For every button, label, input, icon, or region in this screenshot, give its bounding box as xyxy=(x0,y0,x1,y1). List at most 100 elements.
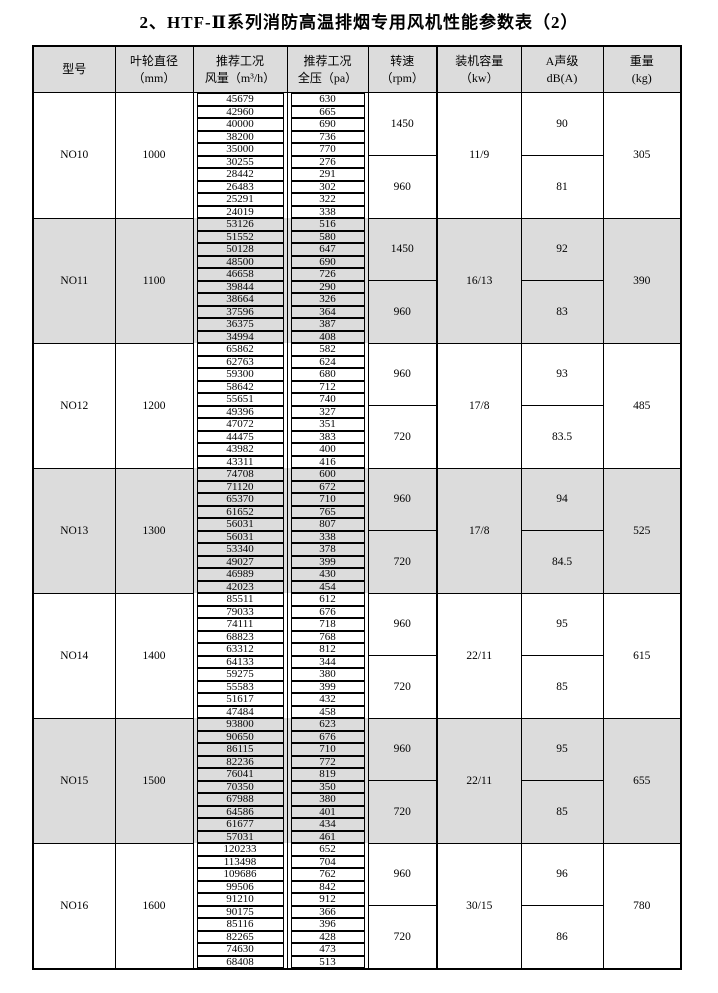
table-row: 57031 461 xyxy=(33,830,681,843)
header-text: 全压（pa） xyxy=(297,70,358,85)
table-row: 53340 378 xyxy=(33,543,681,556)
performance-table: 型号 叶轮直径 （mm） 推荐工况 风量（m³/h） 推荐工况 全压（pa） 转… xyxy=(32,45,682,970)
table-row: 56031 807 xyxy=(33,518,681,531)
flow-cell-value: 74708 xyxy=(196,468,284,481)
flow-cell-value: 43982 xyxy=(196,443,284,456)
flow-cell: 65370 xyxy=(192,493,288,506)
pressure-cell-value: 912 xyxy=(290,893,365,906)
flow-cell: 59300 xyxy=(192,368,288,381)
flow-cell: 48500 xyxy=(192,255,288,268)
table-row: 59275 380 xyxy=(33,668,681,681)
table-row: 82236 772 xyxy=(33,755,681,768)
speed-cell: 960 xyxy=(367,342,438,406)
flow-cell-value: 74630 xyxy=(196,943,284,956)
pressure-cell: 473 xyxy=(286,943,369,956)
pressure-cell-value: 765 xyxy=(290,505,365,518)
flow-cell: 43311 xyxy=(192,455,288,468)
flow-cell-value: 53340 xyxy=(196,543,284,556)
pressure-cell-value: 327 xyxy=(290,405,365,418)
pressure-cell: 676 xyxy=(286,605,369,618)
sound-level-cell: 83 xyxy=(520,280,604,344)
page-title: 2、HTF-Ⅱ系列消防高温排烟专用风机性能参数表（2） xyxy=(139,13,579,32)
table-row: 38200 736 xyxy=(33,130,681,143)
pressure-cell-value: 768 xyxy=(290,630,365,643)
flow-cell-value: 51552 xyxy=(196,230,284,243)
flow-cell-value: 62763 xyxy=(196,355,284,368)
capacity-cell: 17/8 xyxy=(436,467,522,594)
pressure-cell-value: 387 xyxy=(290,318,365,331)
table-row: 59300 680 xyxy=(33,368,681,381)
flow-cell-value: 51617 xyxy=(196,693,284,706)
pressure-cell: 513 xyxy=(286,955,369,969)
pressure-cell: 364 xyxy=(286,305,369,318)
flow-cell: 47072 xyxy=(192,418,288,431)
col-header-model: 型号 xyxy=(32,45,116,93)
flow-cell: 50128 xyxy=(192,243,288,256)
flow-cell-value: 85511 xyxy=(196,593,284,606)
sound-level-cell: 83.5 xyxy=(520,405,604,469)
pressure-cell-value: 770 xyxy=(290,143,365,156)
pressure-cell: 399 xyxy=(286,680,369,693)
pressure-cell-value: 690 xyxy=(290,118,365,131)
table-row: 43311 416 xyxy=(33,455,681,468)
pressure-cell: 772 xyxy=(286,755,369,768)
flow-cell: 76041 xyxy=(192,768,288,781)
table-row: 68823 768 xyxy=(33,630,681,643)
pressure-cell-value: 623 xyxy=(290,718,365,731)
flow-cell-value: 82265 xyxy=(196,930,284,943)
flow-cell-value: 61677 xyxy=(196,818,284,831)
pressure-cell: 704 xyxy=(286,855,369,868)
flow-cell: 67988 xyxy=(192,793,288,806)
flow-cell: 30255 xyxy=(192,155,288,168)
pressure-cell-value: 582 xyxy=(290,343,365,356)
pressure-cell: 842 xyxy=(286,880,369,893)
flow-cell: 40000 xyxy=(192,118,288,131)
pressure-cell-value: 736 xyxy=(290,130,365,143)
flow-cell: 44475 xyxy=(192,430,288,443)
flow-cell: 45679 xyxy=(192,92,288,106)
pressure-cell: 600 xyxy=(286,468,369,481)
pressure-cell: 380 xyxy=(286,668,369,681)
table-row: 35000 770 xyxy=(33,143,681,156)
diameter-cell: 1200 xyxy=(114,342,194,469)
speed-cell: 960 xyxy=(367,592,438,656)
pressure-cell: 338 xyxy=(286,530,369,543)
table-row: 51617 432 xyxy=(33,693,681,706)
table-row: 51552 580 xyxy=(33,230,681,243)
table-row: 36375 387 xyxy=(33,318,681,331)
flow-cell-value: 49027 xyxy=(196,555,284,568)
header-text: A声级 xyxy=(545,54,579,69)
flow-cell-value: 70350 xyxy=(196,780,284,793)
flow-cell: 74630 xyxy=(192,943,288,956)
header-text: dB(A) xyxy=(546,70,578,85)
sound-level-cell: 92 xyxy=(520,217,604,281)
pressure-cell-value: 383 xyxy=(290,430,365,443)
flow-cell-value: 36375 xyxy=(196,318,284,331)
flow-cell: 63312 xyxy=(192,643,288,656)
table-row: 46658 726 xyxy=(33,268,681,281)
flow-cell-value: 49396 xyxy=(196,405,284,418)
flow-cell: 113498 xyxy=(192,855,288,868)
pressure-cell: 322 xyxy=(286,193,369,206)
flow-cell-value: 42960 xyxy=(196,105,284,118)
flow-cell: 91210 xyxy=(192,893,288,906)
pressure-cell-value: 647 xyxy=(290,243,365,256)
pressure-cell: 399 xyxy=(286,555,369,568)
pressure-cell: 765 xyxy=(286,505,369,518)
flow-cell-value: 26483 xyxy=(196,180,284,193)
table-row: NO12 1200 65862 582 960 17/8 93 485 xyxy=(32,342,682,469)
table-row: 68408 513 xyxy=(33,955,681,969)
flow-cell-value: 47072 xyxy=(196,418,284,431)
pressure-cell: 726 xyxy=(286,268,369,281)
pressure-cell: 430 xyxy=(286,568,369,581)
pressure-cell: 690 xyxy=(286,255,369,268)
col-header-sound-level: A声级 dB(A) xyxy=(520,45,604,93)
pressure-cell: 338 xyxy=(286,205,369,218)
pressure-cell: 736 xyxy=(286,130,369,143)
sound-level-cell: 95 xyxy=(520,717,604,781)
sound-level-cell: 81 xyxy=(520,155,604,219)
pressure-cell-value: 276 xyxy=(290,155,365,168)
flow-cell: 36375 xyxy=(192,318,288,331)
flow-cell-value: 35000 xyxy=(196,143,284,156)
table-row: 86115 710 xyxy=(33,743,681,756)
